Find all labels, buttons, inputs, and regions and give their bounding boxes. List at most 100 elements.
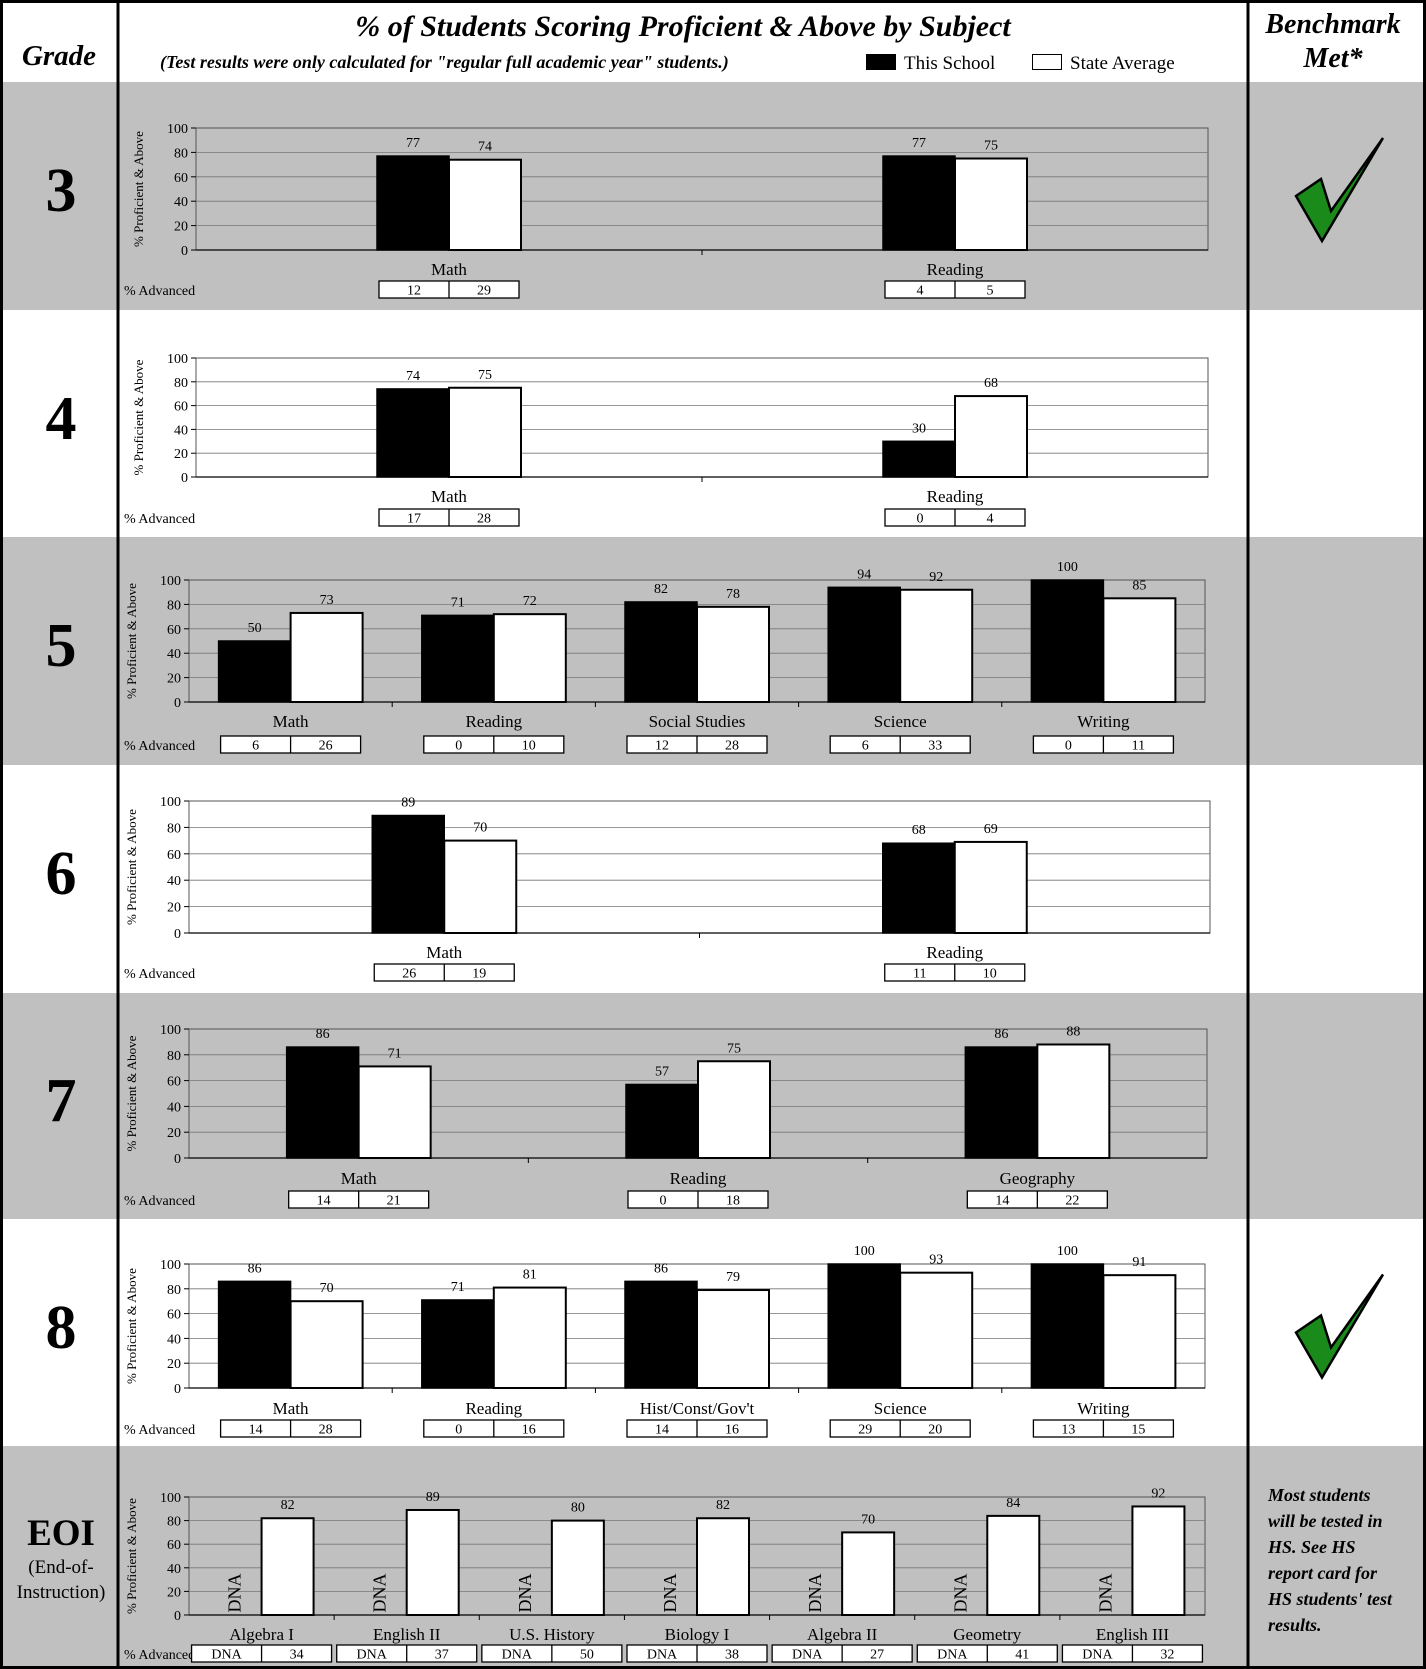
checkmark-icon [1294,1273,1385,1380]
data-label-state-average: 92 [929,570,943,585]
category-label: Reading [465,1399,522,1418]
advanced-value-state-average: 22 [1065,1194,1079,1209]
advanced-value-this-school: DNA [792,1648,823,1663]
y-tick-label: 40 [174,423,188,438]
eoi-grade-label: EOI (End-of- Instruction) [0,1512,122,1605]
advanced-value-state-average: 28 [319,1423,333,1438]
grade-label: 4 [45,384,77,453]
legend-label-this-school: This School [904,53,996,74]
eoi-note-line: HS. See HS [1268,1537,1356,1557]
category-label: Math [341,1169,377,1188]
category-label: Reading [670,1169,727,1188]
y-tick-label: 40 [167,1100,181,1115]
chart-grade-3: 0 20 40 60 80 100 % Proficient & Above % Advanc… [124,122,1209,299]
data-label-this-school: 86 [316,1027,330,1042]
eoi-benchmark-note: Most students will be tested in HS. See HS… [1268,1482,1418,1638]
bar-state-average [899,588,974,704]
bar-state-average [1102,1274,1177,1390]
data-label-state-average: 93 [929,1253,943,1268]
eoi-note-line: results. [1268,1615,1322,1635]
y-axis-label: % Proficient & Above [131,359,146,475]
advanced-value-this-school: 14 [249,1423,263,1438]
advanced-value-this-school: 0 [455,739,462,754]
advanced-label: % Advanced [124,1423,195,1438]
y-tick-label: 60 [167,1308,181,1323]
advanced-value-state-average: 34 [290,1648,304,1663]
data-label-state-average: 91 [1132,1255,1146,1270]
bar-this-school [964,1046,1039,1159]
eoi-title: EOI [27,1513,95,1554]
advanced-value-state-average: 11 [1132,739,1145,754]
bar-state-average [443,839,518,934]
grade-label: 8 [45,1293,77,1362]
y-tick-label: 0 [181,471,188,486]
data-label-this-school: 100 [854,1244,875,1259]
advanced-value-this-school: 14 [317,1194,331,1209]
bar-this-school [625,1083,699,1159]
advanced-label: % Advanced [124,1194,195,1209]
y-tick-label: 60 [167,1075,181,1090]
y-tick-label: 40 [167,874,181,889]
category-label: English II [373,1625,441,1644]
dna-label: DNA [805,1574,825,1613]
data-label-this-school: 100 [1057,1244,1078,1259]
y-tick-label: 20 [167,901,181,916]
category-label: Biology I [665,1625,730,1644]
bar-this-school [421,614,495,703]
grade-label: 3 [45,157,77,225]
y-tick-label: 0 [174,927,181,942]
y-tick-label: 20 [167,1126,181,1141]
data-label-this-school: 50 [248,621,262,636]
y-axis-label: % Proficient & Above [124,1498,139,1614]
data-label-this-school: 71 [451,1280,465,1295]
advanced-value-state-average: 18 [726,1194,740,1209]
grade-label: 6 [45,840,77,908]
bar-this-school [376,155,450,251]
bar-state-average [405,1508,460,1616]
data-label-state-average: 89 [426,1490,440,1505]
category-label: Hist/Const/Gov't [640,1399,755,1418]
bar-this-school [624,601,698,703]
y-tick-label: 80 [167,821,181,836]
advanced-value-state-average: 50 [580,1648,594,1663]
chart-grade-eoi: 0 20 40 60 80 100 % Proficient & Above % Advanc… [124,1486,1206,1663]
bar-state-average [550,1519,605,1616]
advanced-value-state-average: 26 [319,739,333,754]
advanced-value-state-average: 4 [987,512,994,527]
y-axis-label: % Proficient & Above [124,809,139,925]
data-label-this-school: 86 [654,1261,668,1276]
y-tick-label: 80 [174,376,188,391]
category-label: U.S. History [509,1625,595,1644]
plot-area [188,800,1211,934]
dna-label: DNA [225,1574,245,1613]
data-label-state-average: 81 [523,1268,537,1283]
checkmark-shape [1294,1273,1385,1380]
advanced-value-this-school: DNA [357,1648,388,1663]
data-label-this-school: 71 [451,595,465,610]
y-tick-label: 100 [160,1023,181,1038]
y-tick-label: 60 [174,400,188,415]
y-tick-label: 80 [167,1283,181,1298]
y-tick-label: 100 [160,1491,181,1506]
bar-this-school [217,640,292,703]
data-label-this-school: 82 [654,582,668,597]
bar-state-average [954,395,1028,478]
dna-label: DNA [515,1574,535,1613]
category-label: Reading [927,487,984,506]
bar-state-average [448,386,522,478]
grade-column-header: Grade [21,40,97,72]
data-label-this-school: 30 [912,421,926,436]
y-tick-label: 0 [181,244,188,259]
bar-this-school [371,814,445,934]
benchmark-header-line2: Met* [1303,43,1363,74]
bar-state-average [492,1286,567,1390]
advanced-label: % Advanced [124,1648,195,1663]
advanced-value-state-average: 15 [1131,1423,1145,1438]
bar-this-school [1030,579,1105,703]
bar-state-average [696,1289,770,1390]
y-tick-label: 80 [174,146,188,161]
